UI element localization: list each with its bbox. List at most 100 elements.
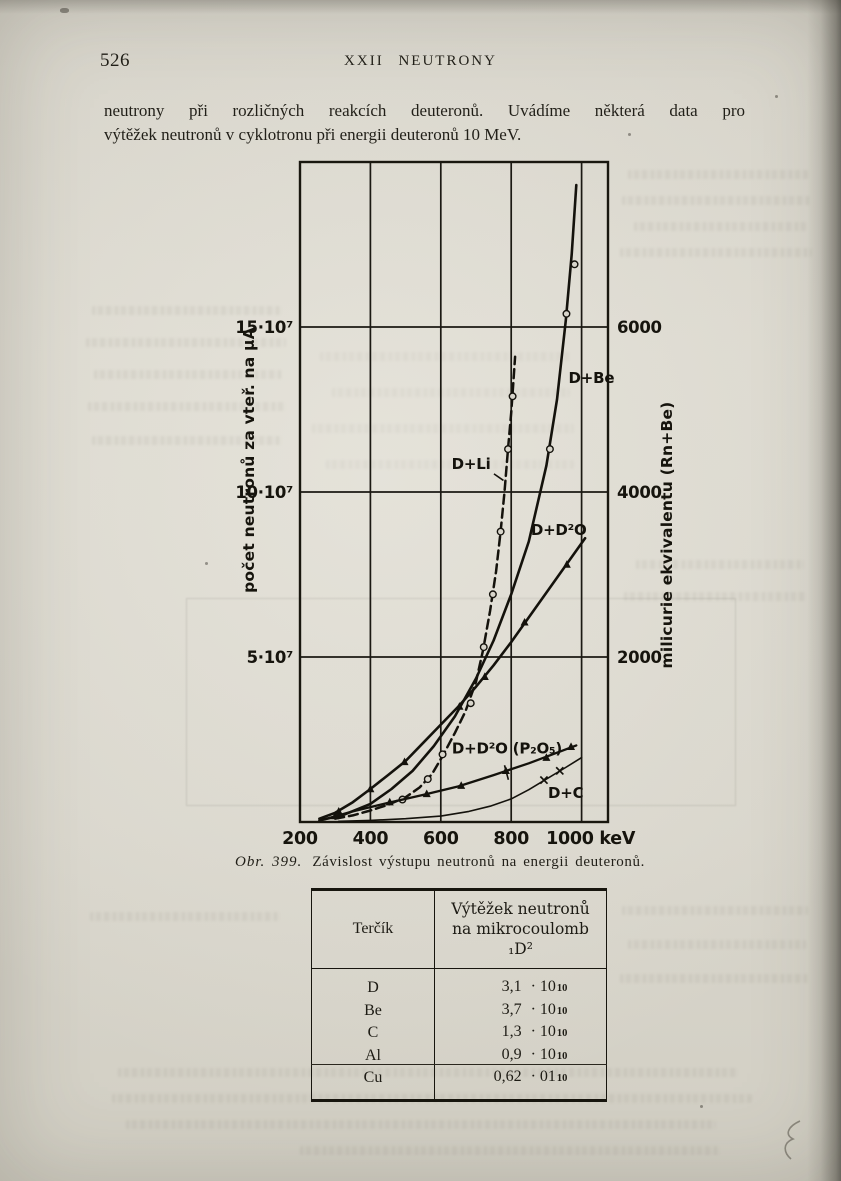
table-header-target: Terčík xyxy=(311,889,435,969)
data-point-D+D2O-P2O5 xyxy=(457,781,466,789)
bleed-through-line xyxy=(624,592,806,601)
intro-paragraph: neutrony při rozličných reakcích deutero… xyxy=(104,99,745,147)
table-row: Cu 0,62 · 01 10 xyxy=(311,1067,607,1102)
ink-speck xyxy=(775,95,778,98)
bleed-through-line xyxy=(92,306,282,315)
value-cell: 0,62 · 01 10 xyxy=(434,1067,607,1102)
y-tick-label-left: 5·10⁷ xyxy=(247,648,294,667)
bleed-through-line xyxy=(620,974,808,983)
page-top-shadow xyxy=(0,0,841,14)
data-point-D+Be xyxy=(562,309,571,318)
bleed-through-line xyxy=(320,352,570,361)
data-point-D+Be xyxy=(545,445,554,454)
ink-speck xyxy=(700,1105,703,1108)
series-label-D+C: D+C xyxy=(548,784,584,802)
bleed-through-line xyxy=(622,906,808,915)
series-label-D+D2O-P2O5: D+D²O (P₂O₅) xyxy=(452,739,562,757)
bleed-through-line xyxy=(620,248,812,257)
value-cell: 3,1 · 10 10 xyxy=(501,978,568,995)
x-tick-label: 600 xyxy=(423,829,459,849)
figure-caption: Obr. 399. Závislost výstupu neutronů na e… xyxy=(110,854,770,871)
yield-table: Terčík Výtěžek neutronů na mikrocoulomb … xyxy=(311,888,607,1102)
data-point-D+Li xyxy=(423,775,432,784)
table-row: C 1,3 · 10 10 xyxy=(311,1022,607,1045)
series-curve-D+D2O xyxy=(318,536,587,820)
series-label-D+Be: D+Be xyxy=(569,369,615,387)
figure-caption-text: Závislost výstupu neutronů na energii de… xyxy=(312,854,645,870)
bleed-through-line xyxy=(634,222,806,231)
x-tick-label: 400 xyxy=(353,829,389,849)
data-point-D+D2O-P2O5 xyxy=(422,789,431,798)
label-pointer-D+Li xyxy=(493,473,504,482)
bleed-through-line xyxy=(92,436,282,445)
ink-speck xyxy=(60,8,69,13)
bleed-through-line xyxy=(628,940,806,949)
data-point-D+D2O xyxy=(562,560,571,568)
target-cell: D xyxy=(311,968,435,1000)
ink-speck xyxy=(628,133,631,136)
paragraph-line: výtěžek neutronů v cyklotronu při energi… xyxy=(104,125,522,144)
table-header-row: Terčík Výtěžek neutronů na mikrocoulomb … xyxy=(311,889,607,969)
y-axis-title-left: počet neutronů za vteř. na μA xyxy=(239,327,258,593)
y-tick-label-left: 10·10⁷ xyxy=(235,483,293,502)
bleed-through-line xyxy=(628,170,808,179)
data-point-D+D2O xyxy=(455,702,464,710)
x-tick-label: 800 xyxy=(493,829,529,849)
label-pointer-D+D2O-P2O5 xyxy=(503,765,510,780)
value-cell: 0,9 · 10 10 xyxy=(501,1045,568,1063)
data-point-D+D2O xyxy=(480,672,489,680)
table-row: Be 3,7 · 10 10 xyxy=(311,999,607,1022)
data-point-D+D2O xyxy=(520,617,529,626)
table-row: D 3,1 · 10 10 xyxy=(311,968,607,1000)
chart-svg: 200 400 600 800 1000 keV 5·10⁷ 2000 10·10⁷ 4000 1… xyxy=(235,160,676,849)
handwritten-mark xyxy=(784,1120,801,1160)
table-row: Al 0,9 · 10 10 xyxy=(311,1044,607,1067)
value-cell: 3,7 · 10 10 xyxy=(501,1000,568,1018)
bleed-through-line xyxy=(88,402,286,411)
data-point-D+D2O xyxy=(400,757,409,766)
table-header-yield: Výtěžek neutronů na mikrocoulomb ₁D² xyxy=(434,889,607,969)
data-point-D+D2O xyxy=(334,807,343,815)
bleed-through-line xyxy=(86,338,286,347)
figure-caption-number: Obr. 399. xyxy=(235,854,303,870)
data-point-D+Li xyxy=(504,445,513,454)
table-bottom-rule xyxy=(311,1064,607,1065)
data-point-D+D2O-P2O5 xyxy=(385,797,394,806)
bleed-through-line xyxy=(312,424,574,433)
bleed-through-line xyxy=(300,1146,720,1155)
plot-frame xyxy=(298,160,610,824)
y-axis-title-right: milicurie ekvivalentu (Rn+Be) xyxy=(658,402,676,669)
target-cell: Cu xyxy=(311,1067,435,1102)
data-point-D+D2O-P2O5 xyxy=(542,753,551,761)
neutron-yield-chart: 200 400 600 800 1000 keV 5·10⁷ 2000 10·10⁷ 4000 1… xyxy=(220,150,720,855)
bleed-through-line xyxy=(326,460,574,469)
data-point-D+D2O xyxy=(366,784,375,793)
y-tick-label-right: 2000 xyxy=(617,648,662,667)
ink-speck xyxy=(205,562,208,565)
target-cell: C xyxy=(311,1022,435,1045)
paragraph-line: neutrony při rozličných reakcích deutero… xyxy=(104,101,745,120)
series-label-D+Li: D+Li xyxy=(452,455,491,473)
y-tick-label-right: 6000 xyxy=(617,318,662,337)
data-point-D+Be xyxy=(570,260,579,269)
data-point-D+D2O-P2O5 xyxy=(567,742,576,750)
target-cell: Al xyxy=(311,1044,435,1067)
running-head: XXII NEUTRONY xyxy=(344,53,497,69)
data-point-D+Li xyxy=(438,750,447,759)
target-cell: Be xyxy=(311,999,435,1022)
x-tick-label: 1000 keV xyxy=(546,829,636,849)
value-cell: 1,3 · 10 10 xyxy=(501,1023,568,1040)
y-tick-label-left: 15·10⁷ xyxy=(235,318,293,337)
bleed-through-table-outline xyxy=(186,598,736,806)
series-curve-D+Be xyxy=(318,183,578,822)
table-header-yield-line1: Výtěžek neutronů xyxy=(451,900,590,918)
series-label-D+D2O: D+D²O xyxy=(531,521,587,539)
data-point-D+Li xyxy=(496,527,505,536)
data-point-D+Li xyxy=(508,392,517,401)
x-tick-label: 200 xyxy=(282,829,318,849)
data-point-D+C xyxy=(555,766,564,776)
page-edge-shadow xyxy=(807,0,841,1181)
table-header-yield-line2: na mikrocoulomb ₁D² xyxy=(452,920,589,958)
page-number: 526 xyxy=(100,50,130,71)
